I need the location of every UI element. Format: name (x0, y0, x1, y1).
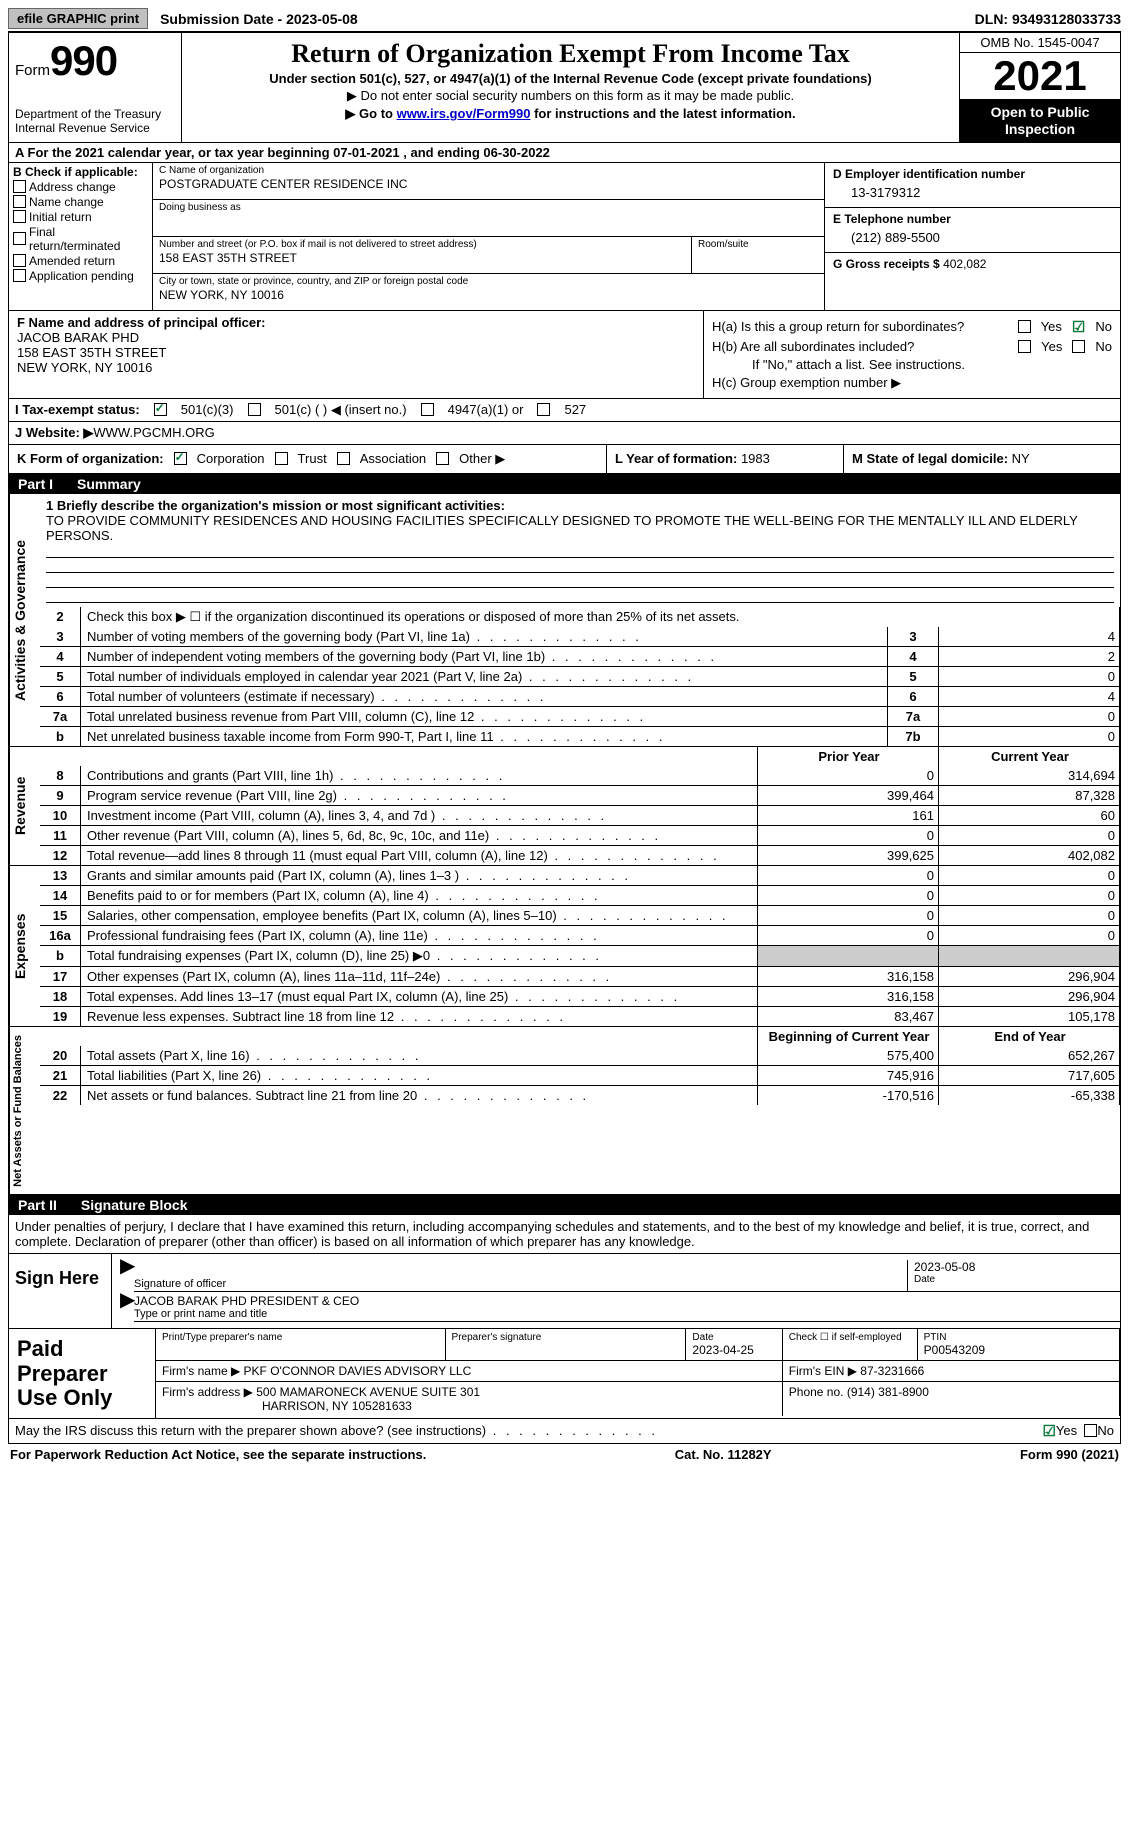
sig-date: 2023-05-08 Date (907, 1260, 1120, 1292)
dept-label: Department of the Treasury Internal Reve… (15, 107, 175, 135)
part-2-header: Part II Signature Block (8, 1195, 1121, 1215)
instructions-link[interactable]: www.irs.gov/Form990 (397, 106, 531, 121)
org-name-field: C Name of organization POSTGRADUATE CENT… (153, 163, 824, 200)
principal-officer: F Name and address of principal officer:… (9, 311, 704, 398)
table-row: 15Salaries, other compensation, employee… (40, 905, 1120, 925)
part-1-header: Part I Summary (8, 474, 1121, 494)
sign-here-label: Sign Here (9, 1254, 112, 1328)
cb-501c[interactable] (248, 403, 261, 416)
box-b: B Check if applicable: Address change Na… (9, 163, 153, 310)
table-row: 10Investment income (Part VIII, column (… (40, 805, 1120, 825)
side-expenses: Expenses (9, 866, 40, 1026)
room-field: Room/suite (692, 237, 824, 274)
subtitle-2: ▶ Do not enter social security numbers o… (190, 88, 951, 104)
subtitle-1: Under section 501(c), 527, or 4947(a)(1)… (190, 71, 951, 86)
table-row: 6Total number of volunteers (estimate if… (40, 686, 1120, 706)
side-net-assets: Net Assets or Fund Balances (9, 1027, 40, 1195)
footer: For Paperwork Reduction Act Notice, see … (8, 1444, 1121, 1465)
discuss-no[interactable] (1084, 1424, 1097, 1437)
cb-527[interactable] (537, 403, 550, 416)
form-number: Form990 (15, 62, 117, 79)
table-row: 14Benefits paid to or for members (Part … (40, 885, 1120, 905)
checkbox-amended[interactable] (13, 254, 26, 267)
table-row: 4Number of independent voting members of… (40, 646, 1120, 666)
tax-exempt-status: I Tax-exempt status: 501(c)(3) 501(c) ( … (8, 399, 1121, 422)
table-row: 9Program service revenue (Part VIII, lin… (40, 785, 1120, 805)
officer-name: JACOB BARAK PHD PRESIDENT & CEO Type or … (134, 1294, 1120, 1322)
table-row: 19Revenue less expenses. Subtract line 1… (40, 1006, 1120, 1026)
telephone-field: E Telephone number (212) 889-5500 (825, 208, 1120, 253)
checkbox-final-return[interactable] (13, 232, 26, 245)
checkbox-name-change[interactable] (13, 195, 26, 208)
line-a: A For the 2021 calendar year, or tax yea… (8, 143, 1121, 163)
discuss-row: May the IRS discuss this return with the… (8, 1419, 1121, 1444)
table-row: 22Net assets or fund balances. Subtract … (40, 1085, 1120, 1105)
dba-field: Doing business as (153, 200, 824, 237)
top-bar: efile GRAPHIC print Submission Date - 20… (8, 8, 1121, 33)
tax-year: 2021 (960, 53, 1120, 100)
table-row: bNet unrelated business taxable income f… (40, 726, 1120, 746)
form-of-org-row: K Form of organization: Corporation Trus… (8, 445, 1121, 474)
hb-no[interactable] (1072, 340, 1085, 353)
website-row: J Website: ▶ WWW.PGCMH.ORG (8, 422, 1121, 445)
side-revenue: Revenue (9, 747, 40, 865)
table-row: 8Contributions and grants (Part VIII, li… (40, 766, 1120, 786)
omb-number: OMB No. 1545-0047 (960, 33, 1120, 53)
mission-box: 1 Briefly describe the organization's mi… (40, 494, 1120, 607)
table-row: 13Grants and similar amounts paid (Part … (40, 866, 1120, 886)
cb-assoc[interactable] (337, 452, 350, 465)
table-row: bTotal fundraising expenses (Part IX, co… (40, 945, 1120, 966)
table-row: 18Total expenses. Add lines 13–17 (must … (40, 986, 1120, 1006)
checkbox-pending[interactable] (13, 269, 26, 282)
cb-4947[interactable] (421, 403, 434, 416)
table-row: 3Number of voting members of the governi… (40, 627, 1120, 647)
gross-receipts-field: G Gross receipts $ 402,082 (825, 253, 1120, 297)
officer-signature[interactable]: Signature of officer (134, 1260, 907, 1292)
dln: DLN: 93493128033733 (975, 11, 1121, 27)
paid-preparer-label: Paid Preparer Use Only (9, 1329, 156, 1418)
ha-yes[interactable] (1018, 320, 1031, 333)
table-row: 16aProfessional fundraising fees (Part I… (40, 925, 1120, 945)
form-header: Form990 Department of the Treasury Inter… (8, 33, 1121, 143)
street-field: Number and street (or P.O. box if mail i… (153, 237, 692, 274)
side-governance: Activities & Governance (9, 494, 40, 746)
checkbox-address-change[interactable] (13, 180, 26, 193)
open-inspection: Open to Public Inspection (960, 100, 1120, 142)
table-row: 11Other revenue (Part VIII, column (A), … (40, 825, 1120, 845)
checkbox-initial-return[interactable] (13, 210, 26, 223)
cb-501c3[interactable] (154, 403, 167, 416)
cb-other[interactable] (436, 452, 449, 465)
ha-no-checked: ☑ (1072, 318, 1085, 336)
declaration-text: Under penalties of perjury, I declare th… (9, 1215, 1120, 1253)
submission-date: Submission Date - 2023-05-08 (154, 11, 969, 27)
subtitle-3: ▶ Go to www.irs.gov/Form990 for instruct… (190, 106, 951, 122)
hb-yes[interactable] (1018, 340, 1031, 353)
table-row: 5Total number of individuals employed in… (40, 666, 1120, 686)
table-row: 7aTotal unrelated business revenue from … (40, 706, 1120, 726)
efile-button[interactable]: efile GRAPHIC print (8, 8, 148, 29)
table-row: 12Total revenue—add lines 8 through 11 (… (40, 845, 1120, 865)
cb-corp[interactable] (174, 452, 187, 465)
table-row: 21Total liabilities (Part X, line 26)745… (40, 1065, 1120, 1085)
table-row: 17Other expenses (Part IX, column (A), l… (40, 966, 1120, 986)
table-row: 20Total assets (Part X, line 16)575,4006… (40, 1046, 1120, 1066)
cb-trust[interactable] (275, 452, 288, 465)
group-return: H(a) Is this a group return for subordin… (704, 311, 1120, 398)
form-title: Return of Organization Exempt From Incom… (190, 39, 951, 69)
ein-field: D Employer identification number 13-3179… (825, 163, 1120, 208)
city-field: City or town, state or province, country… (153, 274, 824, 310)
